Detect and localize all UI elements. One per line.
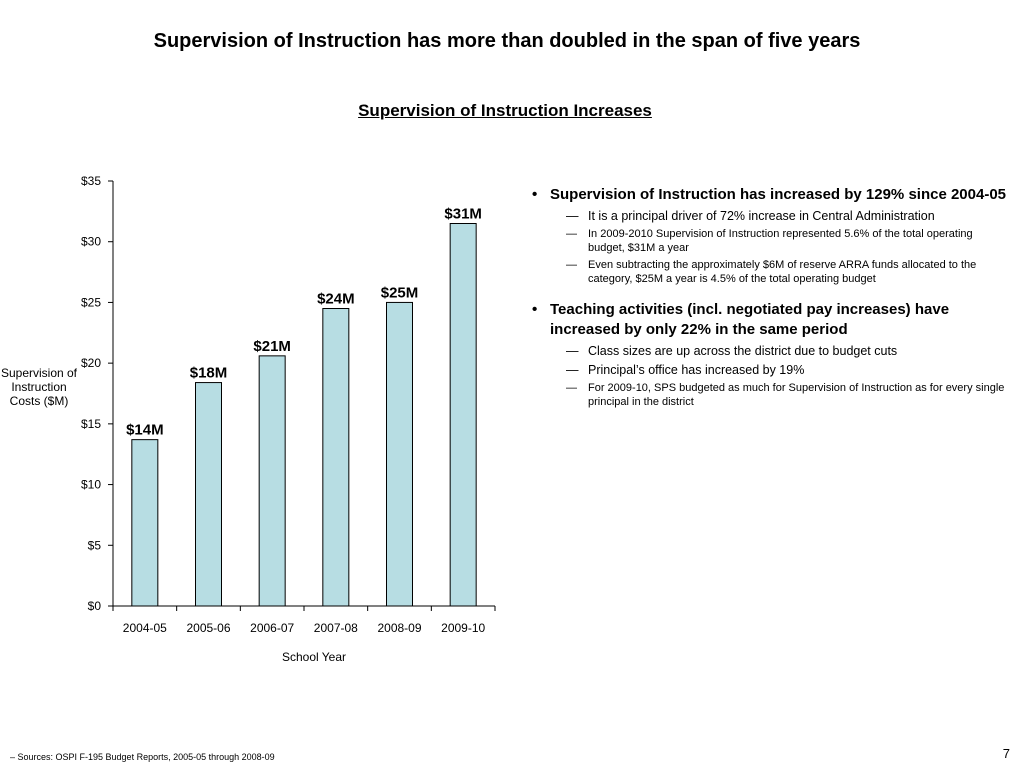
sub-bullet: — Even subtracting the approximately $6M… [530, 258, 1010, 286]
bullet-marker: • [532, 186, 538, 203]
sub-bullet: — In 2009-2010 Supervision of Instructio… [530, 227, 1010, 255]
chart-title: Supervision of Instruction Increases [358, 101, 652, 120]
bar [131, 439, 159, 607]
sub-bullet-text: Principal’s office has increased by 19% [588, 363, 805, 377]
bullet-item: • Supervision of Instruction has increas… [530, 185, 1010, 286]
x-axis-label: School Year [281, 650, 347, 664]
dash-marker: — [566, 382, 577, 394]
sub-bullet-text: Class sizes are up across the district d… [588, 344, 898, 358]
y-tick-label: $5 [88, 538, 102, 552]
x-tick-label: 2008-09 [377, 621, 421, 635]
dash-marker: — [566, 259, 577, 271]
sub-bullet: — For 2009-10, SPS budgeted as much for … [530, 381, 1010, 409]
y-tick-label: $15 [81, 417, 101, 431]
x-tick-label: 2004-05 [123, 621, 167, 635]
data-label: $18M [190, 365, 228, 382]
sub-bullet-text: In 2009-2010 Supervision of Instruction … [588, 228, 973, 254]
y-tick-label: $30 [81, 235, 101, 249]
data-label: $21M [253, 338, 291, 355]
bar [258, 355, 286, 607]
y-tick-label: $0 [88, 599, 102, 613]
bar [386, 301, 413, 607]
x-tick-label: 2009-10 [441, 621, 485, 635]
data-label: $24M [317, 291, 355, 308]
x-tick-label: 2006-07 [250, 621, 294, 635]
data-label: $31M [444, 206, 482, 223]
dash-marker: — [566, 209, 579, 223]
sub-bullet-text: Even subtracting the approximately $6M o… [588, 259, 977, 285]
sub-bullet: — Class sizes are up across the district… [530, 343, 1010, 359]
x-tick-label: 2007-08 [314, 621, 358, 635]
bullet-text: Teaching activities (incl. negotiated pa… [550, 301, 950, 338]
bar [195, 382, 222, 607]
data-label: $14M [126, 422, 164, 439]
sub-bullet: — It is a principal driver of 72% increa… [530, 208, 1010, 224]
bullet-item: • Teaching activities (incl. negotiated … [530, 300, 1010, 409]
sub-bullet: — Principal’s office has increased by 19… [530, 362, 1010, 378]
dash-marker: — [566, 228, 577, 240]
dash-marker: — [566, 344, 579, 358]
source-footnote: – Sources: OSPI F-195 Budget Reports, 20… [10, 752, 275, 762]
y-tick-label: $35 [81, 174, 101, 188]
y-tick-label: $25 [81, 295, 101, 309]
y-axis-label: Supervision of Instruction Costs ($M) [0, 366, 78, 408]
bar [449, 223, 477, 607]
bullet-text: Supervision of Instruction has increased… [550, 186, 1007, 203]
slide-title: Supervision of Instruction has more than… [153, 30, 861, 52]
sub-bullet-text: For 2009-10, SPS budgeted as much for Su… [588, 382, 1005, 408]
data-label: $25M [381, 284, 419, 301]
bar-chart: $0 $5 $10 $15 $20 $25 $30 $35 2004-05 $14M 2005-06… [81, 174, 496, 635]
y-tick-label: $20 [81, 356, 101, 370]
sub-bullet-text: It is a principal driver of 72% increase… [588, 209, 935, 223]
bullet-list: • Supervision of Instruction has increas… [530, 185, 1010, 423]
bar [322, 308, 350, 607]
y-tick-label: $10 [81, 478, 101, 492]
dash-marker: — [566, 363, 579, 377]
x-tick-label: 2005-06 [186, 621, 230, 635]
page-number: 7 [1002, 746, 1010, 761]
bullet-marker: • [532, 301, 538, 318]
